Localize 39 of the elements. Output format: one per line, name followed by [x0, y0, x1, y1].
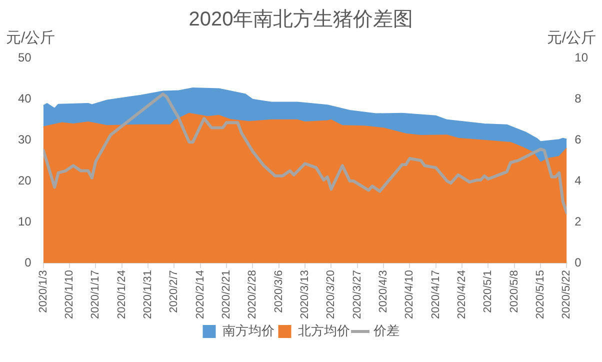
- x-tick-label: 2020/1/31: [142, 270, 154, 319]
- x-tick-label: 2020/5/22: [560, 270, 573, 319]
- y-tick-label: 40: [18, 91, 32, 106]
- legend-label: 价差: [372, 323, 400, 338]
- legend-label: 南方均价: [222, 323, 274, 338]
- y-tick-label: 0: [24, 255, 32, 270]
- x-tick-label: 2020/1/10: [64, 270, 76, 319]
- x-tick-label: 2020/3/27: [351, 270, 364, 319]
- x-tick-label: 2020/2/21: [220, 270, 233, 319]
- x-tick-label: 2020/4/10: [404, 270, 416, 319]
- x-tick-label: 2020/2/7: [168, 270, 180, 313]
- x-tick-label: 2020/3/13: [299, 270, 312, 319]
- y-tick-label: 50: [18, 50, 32, 64]
- y-tick-label: 30: [18, 132, 32, 146]
- x-tick-label: 2020/1/24: [116, 270, 128, 319]
- y2-tick-label: 8: [574, 91, 582, 106]
- y-tick-label: 10: [18, 214, 32, 228]
- y2-axis-title: 元/公斤: [546, 30, 596, 47]
- x-tick-label: 2020/4/17: [430, 270, 442, 319]
- x-tick-label: 2020/1/3: [37, 270, 50, 313]
- legend-label: 北方均价: [298, 323, 350, 338]
- chart-title: 2020年南北方生猪价差图: [188, 8, 414, 31]
- y2-tick-label: 0: [574, 255, 582, 270]
- y2-tick-label: 4: [574, 173, 582, 188]
- x-tick-label: 2020/5/1: [482, 270, 494, 313]
- y2-tick-label: 10: [574, 50, 588, 64]
- y-axis-title: 元/公斤: [6, 30, 56, 47]
- x-tick-label: 2020/2/14: [194, 270, 206, 319]
- y2-tick-label: 6: [574, 132, 582, 146]
- x-tick-label: 2020/3/6: [272, 270, 285, 313]
- x-tick-label: 2020/4/24: [456, 270, 468, 319]
- x-tick-label: 2020/3/20: [325, 270, 338, 319]
- x-tick-label: 2020/2/28: [246, 270, 259, 319]
- x-tick-label: 2020/4/3: [378, 270, 390, 313]
- x-tick-label: 2020/1/17: [90, 270, 102, 319]
- y-tick-label: 20: [18, 173, 32, 188]
- x-tick-label: 2020/5/8: [508, 270, 520, 313]
- y2-tick-label: 2: [574, 214, 582, 228]
- x-tick-label: 2020/5/15: [534, 270, 547, 319]
